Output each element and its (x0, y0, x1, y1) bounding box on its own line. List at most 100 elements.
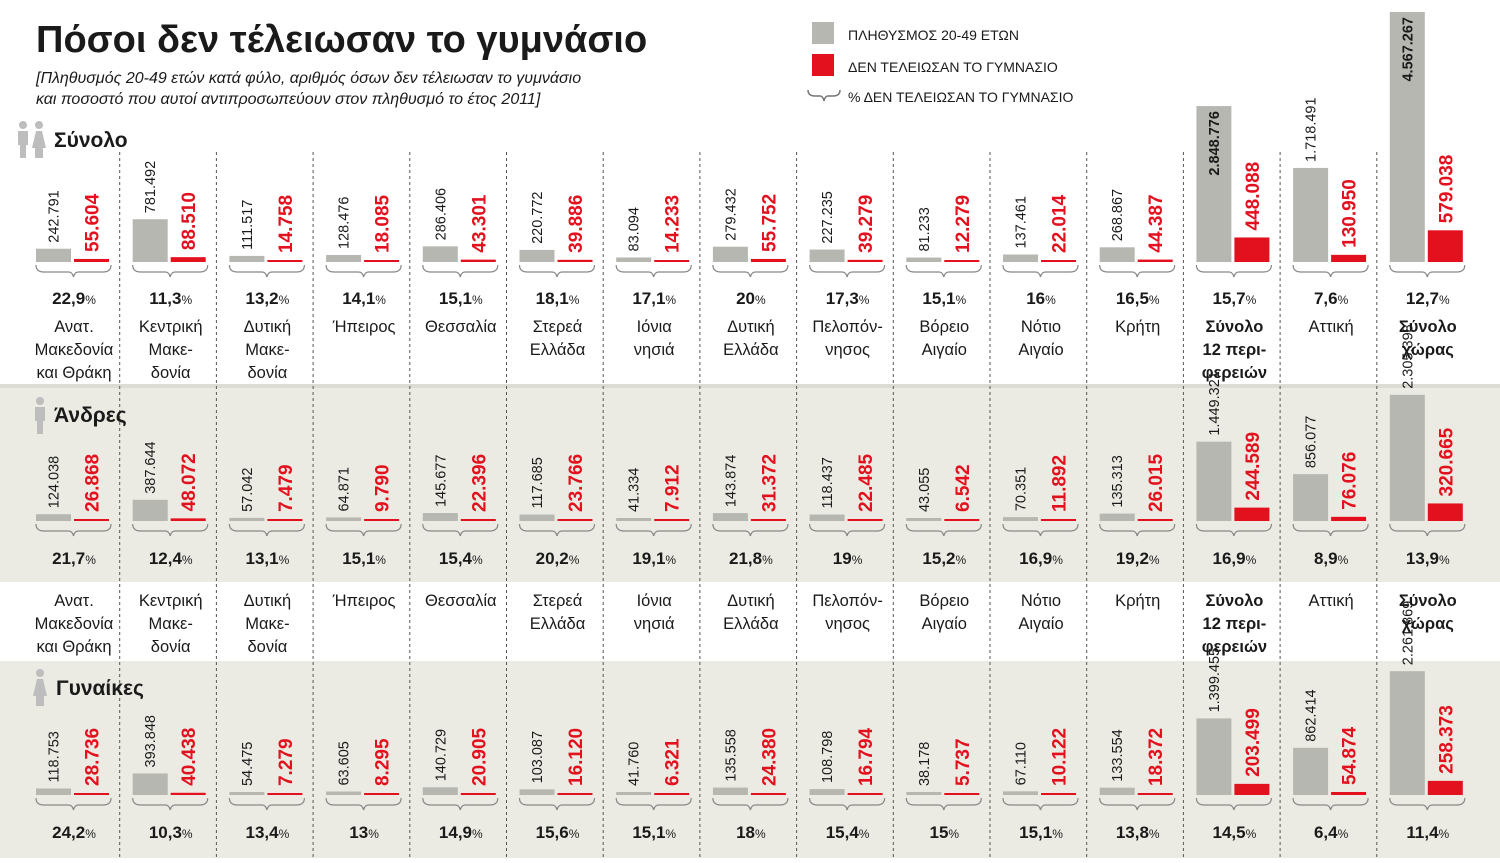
category-label: Θεσσαλία (425, 318, 497, 336)
percent-brace-icon (1195, 797, 1272, 811)
population-value-label: 128.476 (337, 197, 353, 249)
not-completed-value-label: 9.790 (373, 464, 394, 512)
category-label: Αττική (1309, 592, 1354, 610)
percent-brace-icon (132, 523, 209, 537)
bar-not-completed (170, 518, 206, 521)
not-completed-value-label: 7.912 (663, 464, 684, 512)
bar-population (906, 792, 942, 795)
percent-label: 12,4% (149, 549, 193, 568)
category-label: Σύνολο (1205, 592, 1263, 610)
bar-not-completed (1041, 519, 1076, 521)
bar-population (1003, 791, 1038, 795)
bar-population (36, 788, 71, 795)
percent-brace-icon (1389, 523, 1466, 537)
category-label: Αιγαίο (922, 341, 967, 359)
percent-label: 15,4% (826, 823, 870, 842)
percent-label: 16,9% (1019, 549, 1063, 568)
percent-brace-icon (1389, 264, 1466, 278)
not-completed-value-label: 23.766 (566, 454, 587, 512)
percent-label: 15,6% (536, 823, 580, 842)
not-completed-value-label: 203.499 (1243, 708, 1264, 777)
population-value-label: 856.077 (1304, 416, 1320, 468)
percent-brace-icon (905, 797, 982, 811)
percent-brace-icon (228, 264, 305, 278)
percent-label: 14,1% (342, 289, 386, 308)
not-completed-value-label: 6.542 (953, 464, 974, 512)
not-completed-value-label: 54.874 (1340, 726, 1361, 785)
population-value-label: 54.475 (240, 742, 256, 786)
population-value-label: 70.351 (1014, 467, 1030, 511)
bar-not-completed (1234, 507, 1270, 521)
population-value-label: 64.871 (337, 467, 353, 511)
category-label: Κρήτη (1115, 592, 1160, 610)
category-label: 12 περι- (1203, 615, 1267, 633)
category-label: Μακε- (245, 615, 289, 633)
population-value-label: 124.038 (47, 456, 63, 508)
percent-brace-icon (518, 264, 596, 278)
percent-label: 20,2% (536, 549, 580, 568)
not-completed-value-label: 130.950 (1340, 179, 1361, 248)
not-completed-value-label: 7.479 (276, 464, 297, 512)
category-label: Ιόνια (637, 318, 673, 336)
population-value-label: 103.087 (530, 731, 546, 783)
not-completed-value-label: 244.589 (1243, 432, 1264, 501)
not-completed-value-label: 26.868 (83, 454, 104, 512)
bar-not-completed (1137, 793, 1173, 795)
category-label: και Θράκη (36, 364, 111, 382)
not-completed-value-label: 448.088 (1243, 162, 1264, 231)
category-label: Μακε- (245, 341, 289, 359)
not-completed-value-label: 258.373 (1436, 705, 1457, 774)
percent-label: 17,3% (826, 289, 870, 308)
legend-label-population: ΠΛΗΘΥΣΜΟΣ 20-49 ΕΤΩΝ (848, 27, 1019, 43)
not-completed-value-label: 18.085 (373, 194, 394, 253)
bar-not-completed (267, 793, 303, 795)
population-value-label: 1.718.491 (1304, 97, 1320, 162)
bar-population (1293, 167, 1329, 262)
bar-not-completed (364, 260, 400, 262)
percent-label: 19% (833, 549, 863, 568)
not-completed-value-label: 24.380 (759, 728, 780, 786)
population-value-label: 117.685 (530, 457, 546, 508)
category-label: Αττική (1309, 318, 1354, 336)
percent-brace-icon (615, 797, 692, 811)
percent-brace-icon (422, 264, 499, 278)
category-label: Στερεά (533, 592, 583, 610)
percent-brace-icon (422, 797, 499, 811)
percent-label: 15% (930, 823, 960, 842)
percent-label: 21,8% (729, 549, 773, 568)
category-label: δονία (151, 638, 191, 656)
percent-label: 13,9% (1406, 549, 1450, 568)
bar-not-completed (74, 793, 109, 795)
bar-not-completed (170, 792, 206, 795)
bar-not-completed (1137, 259, 1173, 262)
bar-not-completed (74, 258, 109, 262)
bar-population (519, 514, 555, 521)
category-label: Δυτική (244, 318, 292, 336)
category-label: Ανατ. (54, 318, 94, 336)
bar-population (1389, 671, 1425, 795)
percent-label: 24,2% (52, 823, 96, 842)
bar-population (1099, 247, 1135, 262)
population-value-label: 242.791 (47, 190, 63, 242)
not-completed-value-label: 31.372 (759, 454, 780, 512)
percent-brace-icon (1292, 797, 1369, 811)
population-value-label: 63.605 (337, 741, 353, 785)
not-completed-value-label: 22.014 (1050, 194, 1071, 253)
category-label: 12 περι- (1203, 341, 1267, 359)
panel-title-women: Γυναίκες (33, 669, 144, 706)
subtitle-line-1: [Πληθυσμός 20-49 ετών κατά φύλο, αριθμός… (35, 70, 581, 87)
category-label: Βόρειο (919, 318, 969, 336)
percent-brace-icon (35, 264, 112, 278)
percent-label: 13,8% (1116, 823, 1160, 842)
population-value-label: 67.110 (1014, 742, 1030, 785)
panel-label-women: Γυναίκες (56, 677, 144, 700)
percent-brace-icon (422, 523, 499, 537)
not-completed-value-label: 5.737 (953, 738, 974, 786)
category-label: Ελλάδα (723, 341, 779, 359)
percent-brace-icon (712, 264, 789, 278)
population-value-label: 41.334 (627, 468, 643, 512)
percent-brace-icon (1002, 797, 1079, 811)
population-value-label: 387.644 (143, 441, 159, 493)
population-value-label: 2.261.869 (1400, 601, 1416, 666)
population-value-label: 135.313 (1110, 455, 1126, 507)
